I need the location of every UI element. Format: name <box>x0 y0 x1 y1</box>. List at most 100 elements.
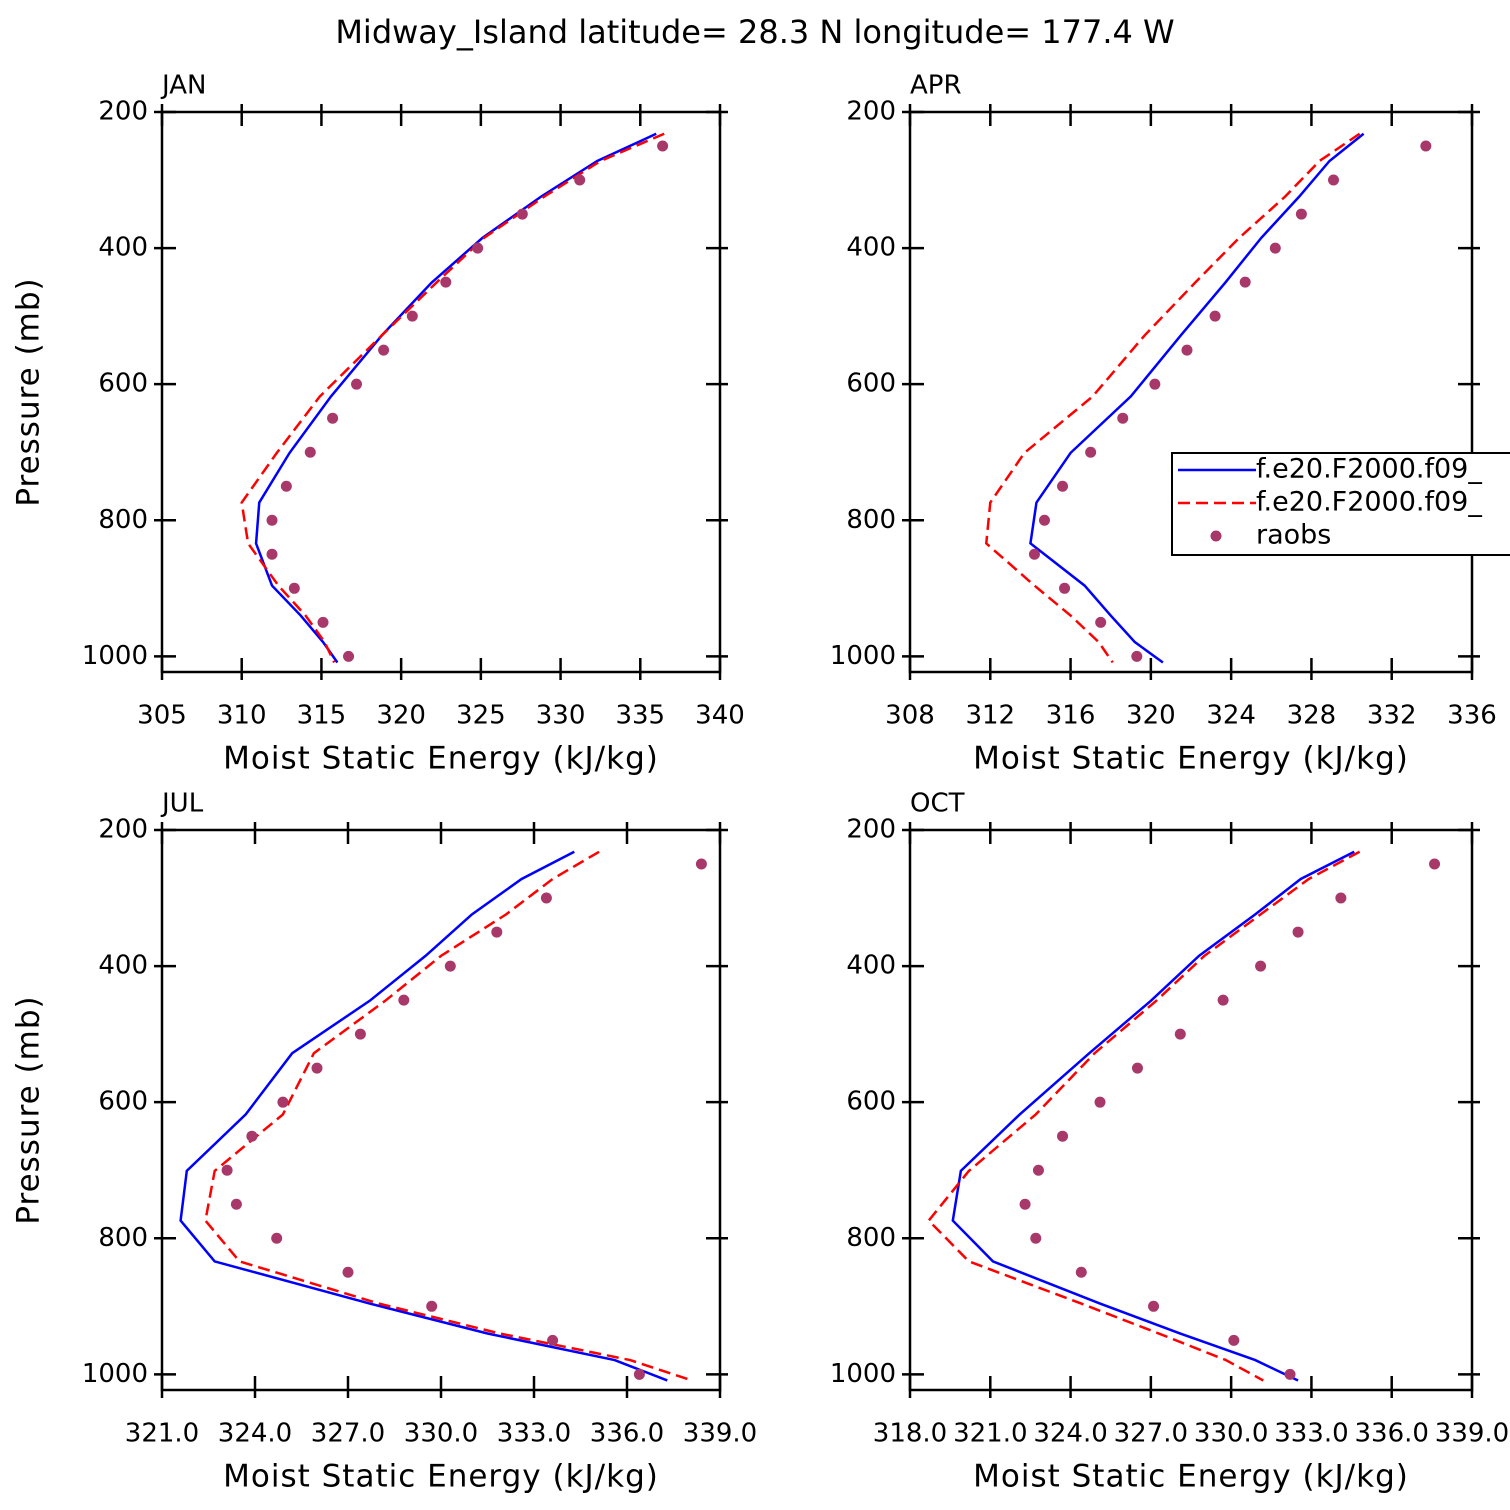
legend-marker <box>1210 530 1222 542</box>
raob-point <box>1030 1232 1042 1244</box>
raob-point <box>288 582 300 594</box>
x-tick-label: 340 <box>695 701 745 731</box>
x-axis-label: Moist Static Energy (kJ/kg) <box>973 741 1409 777</box>
y-tick-label: 600 <box>98 1087 148 1117</box>
x-axis-label: Moist Static Energy (kJ/kg) <box>223 741 659 777</box>
y-tick-label: 200 <box>98 815 148 845</box>
x-tick-label: 316 <box>1046 701 1096 731</box>
raob-point <box>657 140 669 152</box>
y-tick-label: 400 <box>846 233 896 263</box>
y-tick-label: 1000 <box>830 641 896 671</box>
raob-point <box>266 514 278 526</box>
raob-point <box>516 208 528 220</box>
x-tick-label: 327.0 <box>311 1419 385 1449</box>
panel-title: APR <box>910 71 962 101</box>
y-tick-label: 600 <box>846 369 896 399</box>
x-tick-label: 305 <box>137 701 187 731</box>
raob-point <box>1038 514 1050 526</box>
raob-point <box>378 344 390 356</box>
model-line <box>204 850 693 1382</box>
raob-point <box>1420 140 1432 152</box>
raob-point <box>342 1266 354 1278</box>
y-tick-label: 400 <box>98 233 148 263</box>
raob-point <box>426 1300 438 1312</box>
x-tick-label: 333.0 <box>497 1419 571 1449</box>
raob-point <box>327 412 339 424</box>
raob-point <box>1094 1096 1106 1108</box>
raob-point <box>1328 174 1340 186</box>
x-axis-label: Moist Static Energy (kJ/kg) <box>973 1459 1409 1495</box>
raob-point <box>444 960 456 972</box>
raob-point <box>221 1164 233 1176</box>
raob-point <box>633 1368 645 1380</box>
raob-point <box>1239 276 1251 288</box>
x-tick-label: 335 <box>615 701 665 731</box>
model-line <box>1029 132 1365 664</box>
raob-point <box>1295 208 1307 220</box>
raob-point <box>406 310 418 322</box>
legend: f.e20.F2000.f09_f.e20.F2000.f09_raobs <box>1171 452 1510 556</box>
x-tick-label: 330.0 <box>1194 1419 1268 1449</box>
plot-frame <box>160 110 722 674</box>
y-tick-label: 1000 <box>830 1359 896 1389</box>
x-tick-label: 312 <box>965 701 1015 731</box>
x-tick-label: 339.0 <box>1435 1419 1509 1449</box>
raob-point <box>246 1130 258 1142</box>
x-tick-label: 330.0 <box>404 1419 478 1449</box>
raob-point <box>695 858 707 870</box>
raob-point <box>1028 548 1040 560</box>
x-tick-label: 318.0 <box>873 1419 947 1449</box>
model-line <box>254 132 657 664</box>
raob-point <box>317 616 329 628</box>
x-tick-label: 321.0 <box>125 1419 199 1449</box>
x-tick-label: 336 <box>1447 701 1497 731</box>
x-tick-label: 324.0 <box>1033 1419 1107 1449</box>
raob-point <box>1131 650 1143 662</box>
raob-point <box>351 378 363 390</box>
x-tick-label: 328 <box>1287 701 1337 731</box>
raob-point <box>547 1334 559 1346</box>
raob-point <box>1057 1130 1069 1142</box>
raob-point <box>1255 960 1267 972</box>
raob-point <box>491 926 503 938</box>
panel-title: OCT <box>910 789 965 819</box>
model-line <box>240 132 665 664</box>
x-axis-label: Moist Static Energy (kJ/kg) <box>223 1459 659 1495</box>
raob-point <box>440 276 452 288</box>
model-line <box>927 850 1361 1382</box>
raob-point <box>1269 242 1281 254</box>
raob-point <box>398 994 410 1006</box>
raob-point <box>1131 1062 1143 1074</box>
y-tick-label: 800 <box>98 505 148 535</box>
x-tick-label: 321.0 <box>953 1419 1027 1449</box>
panel: JUL 200 400 600 800 1000 321.0 324.0 327.0 330.0 3… <box>11 789 758 1495</box>
x-tick-label: 339.0 <box>683 1419 757 1449</box>
x-tick-label: 324 <box>1206 701 1256 731</box>
model-line <box>179 850 668 1382</box>
x-tick-label: 324.0 <box>218 1419 292 1449</box>
raob-point <box>230 1198 242 1210</box>
x-tick-label: 320 <box>1126 701 1176 731</box>
y-tick-label: 200 <box>846 815 896 845</box>
raob-point <box>1148 1300 1160 1312</box>
raob-point <box>1292 926 1304 938</box>
raob-point <box>271 1232 283 1244</box>
raob-point <box>1228 1334 1240 1346</box>
raob-point <box>277 1096 289 1108</box>
raob-point <box>472 242 484 254</box>
panel-title: JUL <box>160 789 204 819</box>
raob-point <box>304 446 316 458</box>
y-axis-label: Pressure (mb) <box>11 277 47 506</box>
y-axis-label: Pressure (mb) <box>11 995 47 1224</box>
raob-point <box>1059 582 1071 594</box>
raob-point <box>540 892 552 904</box>
plot-frame <box>908 828 1474 1392</box>
raob-point <box>354 1028 366 1040</box>
y-tick-label: 600 <box>846 1087 896 1117</box>
plot-frame <box>160 828 722 1392</box>
raob-point <box>1032 1164 1044 1176</box>
raob-point <box>1335 892 1347 904</box>
raob-point <box>266 548 278 560</box>
raob-point <box>1174 1028 1186 1040</box>
